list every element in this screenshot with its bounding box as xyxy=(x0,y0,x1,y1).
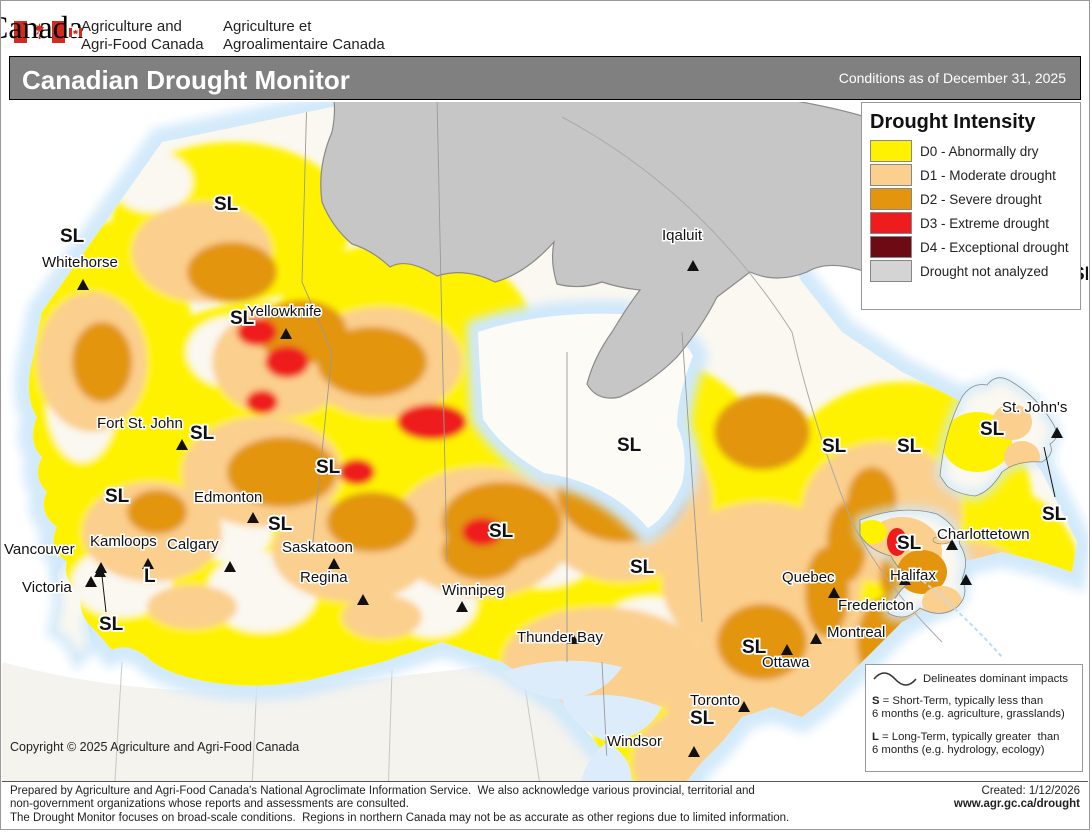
svg-text:Windsor: Windsor xyxy=(607,733,662,750)
svg-text:SL: SL xyxy=(214,194,239,215)
svg-text:SL: SL xyxy=(268,514,293,535)
svg-text:Victoria: Victoria xyxy=(22,579,72,596)
svg-text:SL: SL xyxy=(489,521,514,542)
svg-text:Regina: Regina xyxy=(300,569,348,586)
svg-text:Fort St. John: Fort St. John xyxy=(97,415,183,432)
svg-text:Winnipeg: Winnipeg xyxy=(442,582,505,599)
svg-text:SL: SL xyxy=(742,637,767,658)
svg-text:SL: SL xyxy=(897,436,922,457)
svg-text:Ottawa: Ottawa xyxy=(762,654,810,671)
svg-text:Fredericton: Fredericton xyxy=(838,597,914,614)
svg-text:SL: SL xyxy=(105,486,130,507)
svg-text:Quebec: Quebec xyxy=(782,569,835,586)
svg-text:Whitehorse: Whitehorse xyxy=(42,254,118,271)
svg-text:Toronto: Toronto xyxy=(690,692,740,709)
svg-text:SL: SL xyxy=(1042,504,1067,525)
svg-text:SL: SL xyxy=(60,226,85,247)
svg-text:SL: SL xyxy=(190,423,215,444)
svg-text:Iqaluit: Iqaluit xyxy=(662,227,703,244)
svg-text:SL: SL xyxy=(316,457,341,478)
svg-text:Calgary: Calgary xyxy=(167,536,219,553)
svg-text:SL: SL xyxy=(230,308,255,329)
svg-text:SL: SL xyxy=(99,614,124,635)
svg-text:Montreal: Montreal xyxy=(827,624,885,641)
svg-text:SL: SL xyxy=(897,533,922,554)
svg-text:SL: SL xyxy=(630,557,655,578)
svg-text:Saskatoon: Saskatoon xyxy=(282,539,353,556)
svg-text:Vancouver: Vancouver xyxy=(4,541,75,558)
svg-text:SL: SL xyxy=(980,419,1005,440)
svg-text:Edmonton: Edmonton xyxy=(194,489,262,506)
svg-text:Halifax: Halifax xyxy=(890,567,936,584)
svg-text:SL: SL xyxy=(617,435,642,456)
svg-text:Thunder Bay: Thunder Bay xyxy=(517,629,603,646)
svg-text:SL: SL xyxy=(690,708,715,729)
svg-text:Charlottetown: Charlottetown xyxy=(937,526,1030,543)
svg-text:Yellowknife: Yellowknife xyxy=(247,303,322,320)
svg-text:SL: SL xyxy=(822,436,847,457)
svg-text:Kamloops: Kamloops xyxy=(90,533,157,550)
svg-text:L: L xyxy=(144,566,156,587)
svg-text:St. John's: St. John's xyxy=(1002,399,1067,416)
